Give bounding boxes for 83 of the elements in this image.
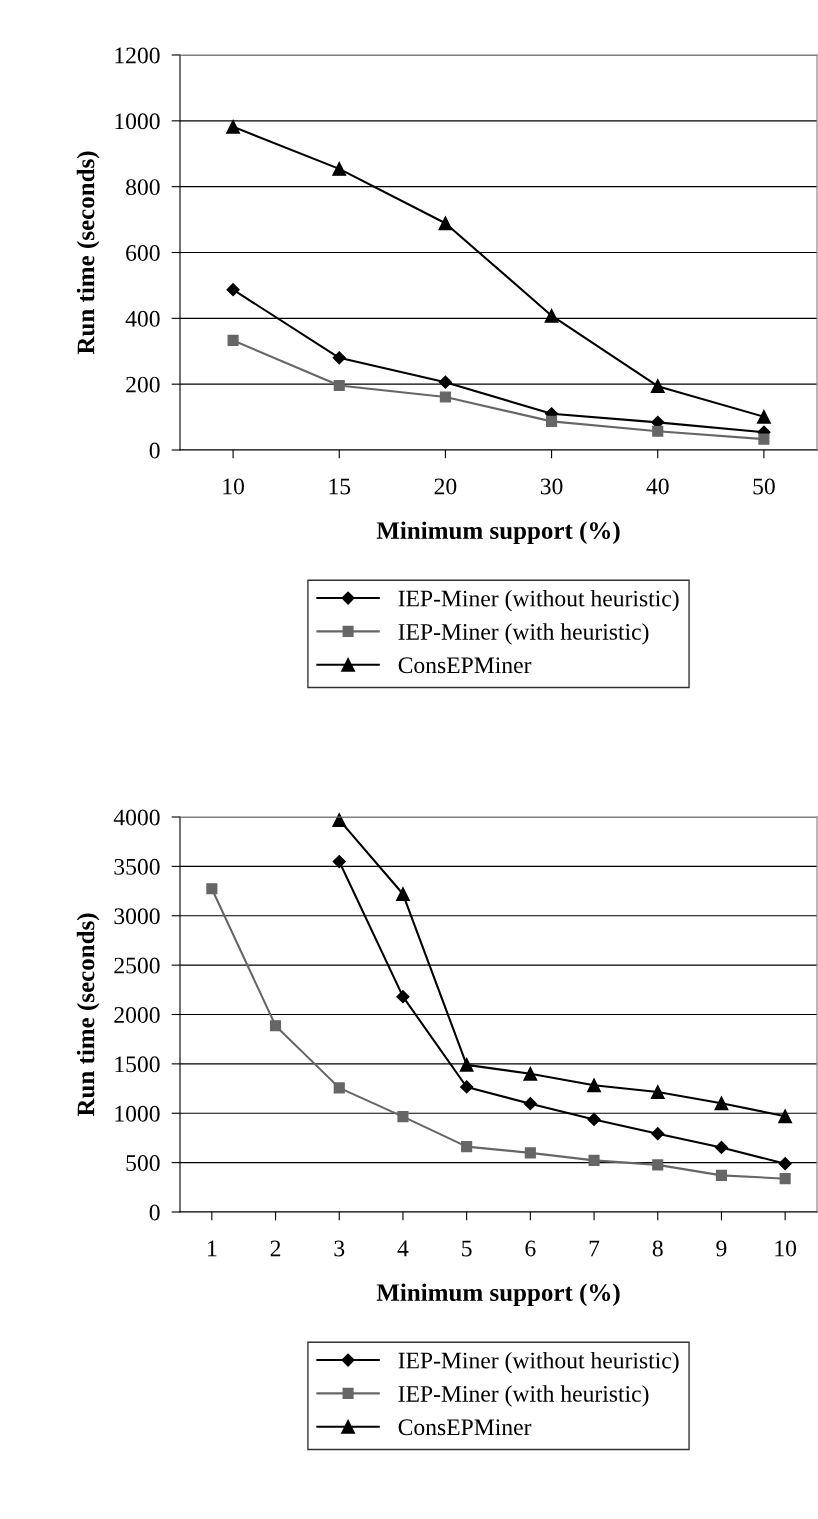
point — [715, 1169, 728, 1181]
point — [524, 1147, 536, 1159]
point — [226, 119, 241, 134]
x-tick-label: 7 — [589, 1240, 600, 1257]
y-tick-label: 1500 — [115, 1056, 160, 1073]
point — [544, 308, 559, 323]
point — [546, 415, 558, 427]
point — [396, 990, 410, 1004]
point — [587, 1078, 601, 1093]
point — [779, 1173, 791, 1185]
point — [523, 1097, 537, 1111]
point — [778, 1109, 793, 1124]
point — [333, 1082, 345, 1094]
x-tick-label: 10 — [223, 478, 244, 495]
y-tick-label: 0 — [149, 442, 160, 459]
point — [332, 854, 346, 869]
y-tick-label: 3500 — [114, 858, 160, 875]
point — [714, 1140, 729, 1155]
x-tick-label: 1 — [208, 1240, 217, 1257]
x-tick-label: 50 — [753, 478, 775, 495]
x-tick-label: 15 — [329, 478, 351, 495]
point — [226, 283, 240, 297]
x-tick-label: 5 — [462, 1240, 472, 1257]
point — [333, 379, 345, 392]
point — [438, 375, 453, 389]
legend-label: IEP-Miner (with heuristic) — [398, 1385, 649, 1407]
point — [758, 433, 770, 445]
x-tick-label: 2 — [270, 1240, 281, 1257]
x-axis-title: Minimum support (%) — [376, 1283, 620, 1307]
x-axis-title: Minimum support (%) — [376, 521, 620, 545]
y-tick-label: 600 — [126, 244, 160, 261]
point — [652, 1159, 664, 1171]
y-tick-label: 0 — [149, 1204, 160, 1221]
point — [588, 1154, 600, 1166]
point — [650, 1085, 665, 1099]
x-tick-label: 40 — [646, 478, 669, 495]
point — [461, 1141, 473, 1153]
legend-label: IEP-Miner (without heuristic) — [398, 589, 679, 612]
x-tick-label: 30 — [540, 478, 563, 495]
x-tick-label: 10 — [775, 1240, 797, 1257]
point — [459, 1057, 474, 1072]
point — [756, 409, 771, 424]
x-tick-label: 9 — [716, 1240, 727, 1257]
y-tick-label: 1000 — [115, 1105, 160, 1122]
y-tick-label: 4000 — [113, 809, 160, 826]
point — [396, 887, 410, 901]
x-tick-label: 3 — [334, 1240, 345, 1257]
y-axis-title: Run time (seconds) — [76, 913, 100, 1117]
point — [332, 813, 347, 827]
x-tick-label: 8 — [652, 1240, 663, 1257]
y-tick-label: 400 — [125, 310, 160, 327]
point — [652, 425, 664, 437]
y-tick-label: 800 — [126, 179, 160, 196]
x-tick-label: 6 — [525, 1240, 536, 1257]
point — [460, 1080, 474, 1094]
y-tick-label: 1200 — [115, 47, 160, 64]
y-tick-label: 3000 — [114, 908, 160, 925]
point — [778, 1157, 792, 1171]
y-tick-label: 200 — [126, 376, 160, 393]
legend-label: ConsEPMiner — [398, 1419, 532, 1436]
y-axis-title: Run time (seconds) — [76, 151, 100, 355]
point — [714, 1096, 729, 1111]
y-tick-label: 1000 — [115, 113, 160, 130]
point — [397, 1111, 409, 1123]
point — [650, 379, 665, 394]
y-tick-label: 500 — [126, 1155, 160, 1172]
legend-label: IEP-Miner (with heuristic) — [398, 623, 649, 645]
point — [587, 1112, 601, 1127]
point — [332, 351, 346, 365]
x-tick-label: 20 — [434, 478, 457, 495]
legend-label: IEP-Miner (without heuristic) — [398, 1351, 679, 1374]
point — [269, 1020, 282, 1032]
point — [651, 1127, 665, 1141]
x-tick-label: 4 — [397, 1240, 409, 1257]
point — [206, 883, 218, 895]
legend-label: ConsEPMiner — [398, 657, 532, 674]
y-tick-label: 2500 — [114, 957, 160, 974]
point — [523, 1066, 538, 1081]
point — [332, 161, 347, 176]
point — [439, 391, 451, 403]
point — [227, 334, 239, 346]
y-tick-label: 2000 — [114, 1006, 160, 1023]
point — [438, 216, 453, 231]
